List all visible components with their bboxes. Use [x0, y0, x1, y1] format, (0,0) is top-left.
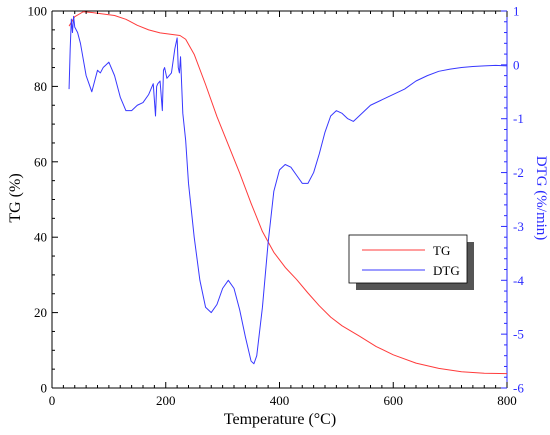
y-left-tick-label: 40 — [34, 230, 47, 245]
y-right-tick-label: 0 — [513, 57, 520, 72]
y-right-tick-label: 1 — [513, 4, 520, 19]
y-left-axis-title: TG (%) — [7, 173, 24, 222]
x-tick-label: 400 — [270, 393, 290, 408]
legend-box — [348, 234, 468, 284]
y-right-tick-label: -6 — [513, 381, 524, 396]
y-right-tick-label: -4 — [513, 273, 524, 288]
y-right-tick-label: -1 — [513, 111, 524, 126]
y-left-tick-label: 60 — [34, 154, 47, 169]
axes-group: 0 200 400 600 800 0 20 40 60 80 100 -6 -5 -4 -3 -2 -1 0 1 — [28, 4, 525, 409]
y-left-tick-label: 0 — [41, 381, 48, 396]
series-line-tg — [68, 11, 508, 375]
y-right-tick-label: -5 — [513, 327, 524, 342]
y-right-axis-title: DTG (%/min) — [533, 156, 549, 241]
plot-frame-group — [51, 10, 508, 389]
x-axis-title: Temperature (°C) — [224, 411, 336, 428]
legend-label-dtg: DTG — [433, 263, 460, 278]
x-tick-label: 0 — [49, 393, 56, 408]
legend-label-tg: TG — [433, 243, 450, 258]
y-right-tick-label: -2 — [513, 165, 524, 180]
legend: TG DTG — [348, 234, 474, 290]
x-tick-label: 200 — [156, 393, 176, 408]
y-left-tick-label: 20 — [34, 305, 47, 320]
y-right-tick-label: -3 — [513, 219, 524, 234]
series-group — [68, 11, 508, 375]
y-left-tick-label: 80 — [34, 79, 47, 94]
y-left-tick-label: 100 — [28, 4, 48, 19]
x-tick-label: 600 — [384, 393, 404, 408]
series-line-dtg — [68, 15, 508, 365]
x-tick-label: 800 — [497, 393, 517, 408]
